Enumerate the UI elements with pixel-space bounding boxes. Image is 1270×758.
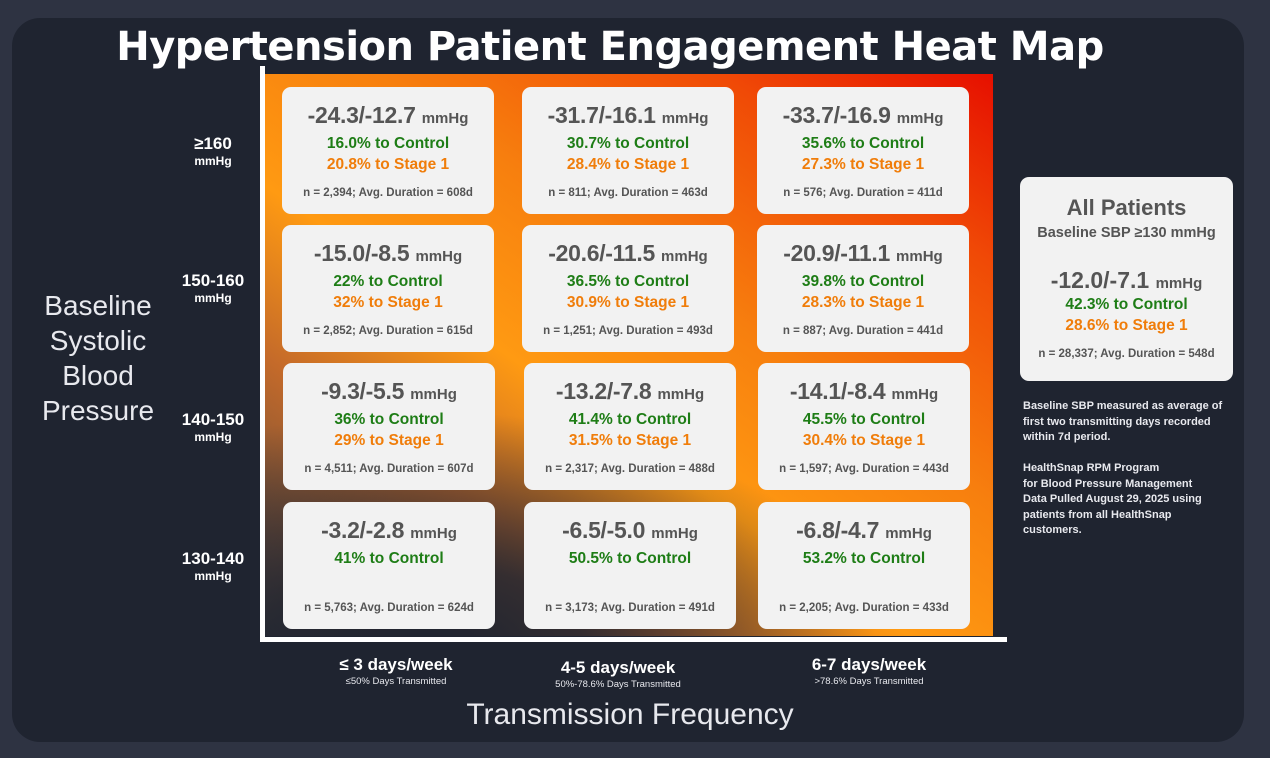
cell-stats: n = 4,511; Avg. Duration = 607d [304, 463, 474, 475]
summary-bp-reduction: -12.0/-7.1 mmHg [1050, 267, 1203, 293]
bp-reduction: -24.3/-12.7 mmHg [307, 102, 469, 128]
heatmap-cell: -13.2/-7.8 mmHg 41.4% to Control 31.5% t… [524, 363, 736, 490]
heatmap-cell: -24.3/-12.7 mmHg 16.0% to Control 20.8% … [282, 87, 494, 214]
control-rate: 30.7% to Control [566, 135, 690, 152]
control-rate: 36.5% to Control [566, 273, 690, 290]
y-tick-label: 140-150 [181, 410, 245, 429]
bp-reduction: -13.2/-7.8 mmHg [555, 378, 705, 404]
control-rate: 35.6% to Control [801, 135, 925, 152]
x-tick-label: 6-7 days/week [811, 655, 927, 674]
x-axis-line [260, 637, 1007, 642]
bp-reduction: -31.7/-16.1 mmHg [547, 102, 709, 128]
summary-subtitle: Baseline SBP ≥130 mmHg [1037, 225, 1216, 241]
heatmap-cell: -6.5/-5.0 mmHg 50.5% to Control n = 3,17… [524, 502, 736, 629]
chart-title: Hypertension Patient Engagement Heat Map [116, 24, 1104, 70]
stage1-rate: 31.5% to Stage 1 [568, 432, 692, 449]
cell-stats: n = 576; Avg. Duration = 411d [783, 187, 943, 199]
y-axis-label: Baseline Systolic Blood Pressure [41, 290, 155, 426]
y-tick-label: ≥160 [194, 134, 232, 153]
cell-stats: n = 1,251; Avg. Duration = 493d [543, 325, 713, 337]
x-tick-6-7-days: 6-7 days/week >78.6% Days Transmitted [759, 655, 979, 688]
stage1-rate: 29% to Stage 1 [334, 432, 444, 449]
stage1-rate: 32% to Stage 1 [333, 294, 443, 311]
heatmap-cell: -15.0/-8.5 mmHg 22% to Control 32% to St… [282, 225, 494, 352]
x-tick-sublabel: >78.6% Days Transmitted [814, 676, 924, 687]
cell-stats: n = 811; Avg. Duration = 463d [548, 187, 708, 199]
bp-reduction: -6.8/-4.7 mmHg [796, 517, 932, 543]
cell-stats: n = 5,763; Avg. Duration = 624d [304, 602, 474, 614]
bp-reduction: -20.6/-11.5 mmHg [548, 240, 708, 266]
stage1-rate: 27.3% to Stage 1 [801, 156, 925, 173]
control-rate: 16.0% to Control [326, 135, 450, 152]
y-tick-150-160: 150-160 mmHg [170, 271, 256, 306]
source-note: HealthSnap RPM Program for Blood Pressur… [1023, 462, 1202, 536]
stage1-rate: 20.8% to Stage 1 [326, 156, 450, 173]
cell-stats: n = 2,394; Avg. Duration = 608d [303, 187, 473, 199]
x-axis-label: Transmission Frequency [466, 698, 794, 731]
heatmap-cell: -6.8/-4.7 mmHg 53.2% to Control n = 2,20… [758, 502, 970, 629]
y-tick-unit: mmHg [194, 291, 232, 305]
cell-stats: n = 2,852; Avg. Duration = 615d [303, 325, 473, 337]
heatmap-cell: -33.7/-16.9 mmHg 35.6% to Control 27.3% … [757, 87, 969, 214]
bp-reduction: -6.5/-5.0 mmHg [562, 517, 698, 543]
y-tick-unit: mmHg [194, 154, 232, 168]
summary-stats: n = 28,337; Avg. Duration = 548d [1038, 348, 1215, 360]
x-tick-4-5-days: 4-5 days/week 50%-78.6% Days Transmitted [508, 658, 728, 691]
cell-stats: n = 2,317; Avg. Duration = 488d [545, 463, 715, 475]
heatmap-cell: -20.9/-11.1 mmHg 39.8% to Control 28.3% … [757, 225, 969, 352]
stage1-rate: 30.9% to Stage 1 [566, 294, 690, 311]
y-tick-unit: mmHg [194, 569, 232, 583]
x-tick-sublabel: 50%-78.6% Days Transmitted [555, 679, 681, 690]
control-rate: 45.5% to Control [802, 411, 926, 428]
y-tick-140-150: 140-150 mmHg [170, 410, 256, 445]
bp-reduction: -9.3/-5.5 mmHg [321, 378, 457, 404]
heatmap-cell: -9.3/-5.5 mmHg 36% to Control 29% to Sta… [283, 363, 495, 490]
y-tick-160-plus: ≥160 mmHg [170, 134, 256, 169]
cell-stats: n = 3,173; Avg. Duration = 491d [545, 602, 715, 614]
control-rate: 41% to Control [334, 550, 444, 567]
control-rate: 39.8% to Control [801, 273, 925, 290]
stage1-rate: 28.4% to Stage 1 [566, 156, 690, 173]
cell-stats: n = 1,597; Avg. Duration = 443d [779, 463, 949, 475]
control-rate: 50.5% to Control [568, 550, 692, 567]
control-rate: 53.2% to Control [802, 550, 926, 567]
heatmap-cell: -31.7/-16.1 mmHg 30.7% to Control 28.4% … [522, 87, 734, 214]
all-patients-card: All Patients Baseline SBP ≥130 mmHg -12.… [1020, 177, 1233, 381]
control-rate: 22% to Control [333, 273, 443, 290]
y-tick-label: 150-160 [181, 271, 245, 290]
heatmap-cell: -14.1/-8.4 mmHg 45.5% to Control 30.4% t… [758, 363, 970, 490]
control-rate: 36% to Control [334, 411, 444, 428]
x-tick-label: 4-5 days/week [560, 658, 676, 677]
cell-stats: n = 887; Avg. Duration = 441d [782, 325, 944, 337]
y-tick-unit: mmHg [194, 430, 232, 444]
summary-control-rate: 42.3% to Control [1065, 296, 1188, 313]
summary-stage1-rate: 28.6% to Stage 1 [1065, 317, 1188, 334]
heatmap-cell: -3.2/-2.8 mmHg 41% to Control n = 5,763;… [283, 502, 495, 629]
bp-reduction: -15.0/-8.5 mmHg [313, 240, 463, 266]
heatmap-cell: -20.6/-11.5 mmHg 36.5% to Control 30.9% … [522, 225, 734, 352]
control-rate: 41.4% to Control [568, 411, 692, 428]
baseline-note: Baseline SBP measured as average of firs… [1023, 400, 1223, 443]
y-tick-label: 130-140 [181, 549, 245, 568]
y-tick-130-140: 130-140 mmHg [170, 549, 256, 584]
bp-reduction: -20.9/-11.1 mmHg [783, 240, 943, 266]
bp-reduction: -3.2/-2.8 mmHg [321, 517, 457, 543]
cell-stats: n = 2,205; Avg. Duration = 433d [779, 602, 949, 614]
bp-reduction: -14.1/-8.4 mmHg [789, 378, 939, 404]
x-tick-label: ≤ 3 days/week [339, 655, 453, 674]
summary-title: All Patients [1066, 195, 1187, 220]
y-axis-line [260, 66, 265, 642]
stage1-rate: 30.4% to Stage 1 [802, 432, 926, 449]
stage1-rate: 28.3% to Stage 1 [801, 294, 925, 311]
bp-reduction: -33.7/-16.9 mmHg [782, 102, 944, 128]
x-tick-0-3-days: ≤ 3 days/week ≤50% Days Transmitted [286, 655, 506, 688]
x-tick-sublabel: ≤50% Days Transmitted [345, 676, 447, 687]
